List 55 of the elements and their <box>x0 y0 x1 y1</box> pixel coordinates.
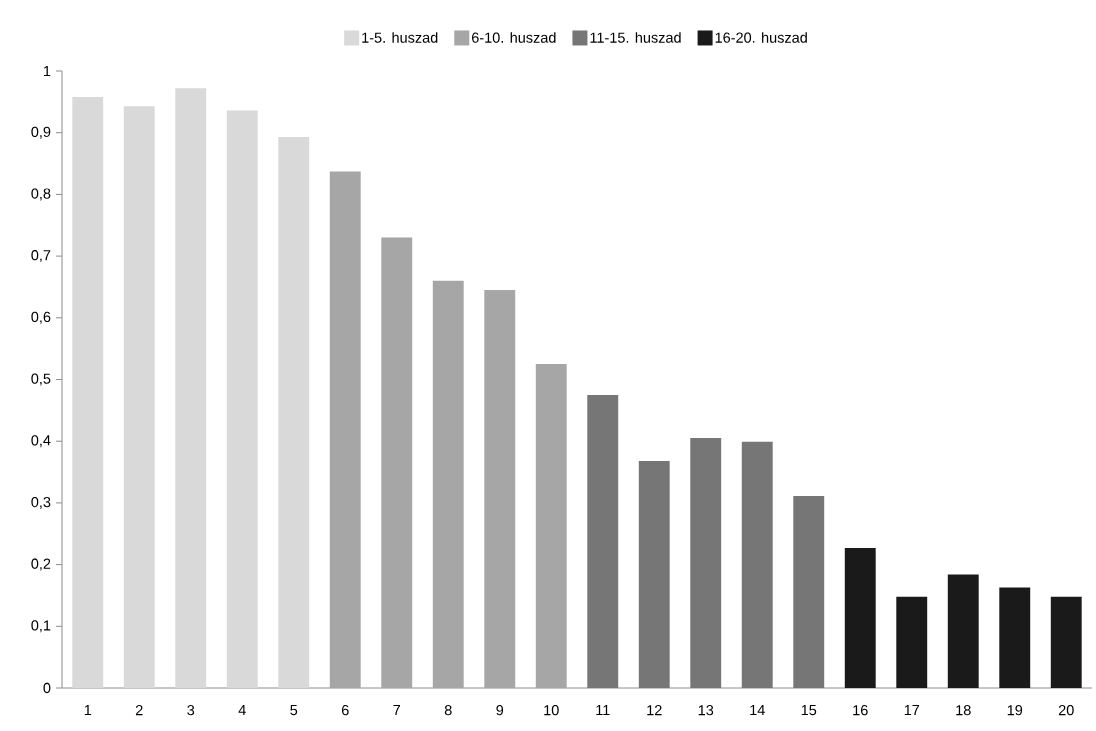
x-tick-label: 11 <box>596 705 610 716</box>
x-tick-label: 8 <box>444 705 452 716</box>
y-tick-label: 0,4 <box>31 435 51 448</box>
bar <box>793 496 825 688</box>
bar <box>175 88 207 688</box>
bar <box>947 574 979 688</box>
y-tick-label: 0 <box>43 682 51 694</box>
legend-label: 16-20. huszad <box>715 32 807 43</box>
bar <box>638 460 670 688</box>
legend-label: 11-15. huszad <box>590 32 681 43</box>
x-tick-label: 3 <box>187 705 195 716</box>
y-tick-label: 0,3 <box>31 496 51 509</box>
bar <box>329 171 361 688</box>
bar <box>844 547 876 688</box>
x-tick-label: 19 <box>1007 705 1023 716</box>
x-tick-label: 14 <box>750 705 765 716</box>
bar <box>278 137 310 688</box>
bar <box>587 394 619 688</box>
bar <box>432 280 464 688</box>
x-tick-label: 17 <box>904 705 920 716</box>
y-tick-label: 0,9 <box>31 126 51 139</box>
x-tick-label: 9 <box>496 705 504 716</box>
legend-label: 1-5. huszad <box>362 32 438 43</box>
x-tick-label: 6 <box>341 705 349 716</box>
x-tick-label: 4 <box>238 705 246 716</box>
x-tick-label: 15 <box>801 705 817 716</box>
x-tick-label: 7 <box>393 705 401 716</box>
x-tick-label: 5 <box>290 705 298 716</box>
legend-label: 6-10. huszad <box>472 32 556 43</box>
x-tick-label: 18 <box>956 705 971 716</box>
bar <box>1050 596 1082 688</box>
y-tick-label: 0,2 <box>31 558 51 571</box>
bar <box>999 587 1031 688</box>
x-tick-label: 16 <box>853 705 868 716</box>
y-tick-label: 0,1 <box>31 620 51 633</box>
bar <box>535 364 567 688</box>
x-tick-label: 20 <box>1058 705 1074 716</box>
y-tick-label: 0,7 <box>31 250 51 263</box>
x-tick-label: 13 <box>698 705 714 716</box>
bar <box>72 96 104 688</box>
bar <box>484 290 516 688</box>
bar <box>896 596 928 688</box>
bar <box>381 237 413 688</box>
bar <box>690 438 722 688</box>
bar <box>226 110 258 688</box>
y-tick-label: 0,8 <box>31 188 51 201</box>
bar <box>741 441 773 688</box>
x-tick-label: 1 <box>84 705 92 716</box>
bar <box>123 106 155 688</box>
y-tick-label: 0,6 <box>31 311 51 324</box>
x-tick-label: 12 <box>647 705 662 716</box>
x-tick-label: 10 <box>544 705 559 716</box>
y-tick-label: 0,5 <box>31 373 51 386</box>
y-tick-label: 1 <box>44 66 51 76</box>
x-tick-label: 2 <box>135 705 143 716</box>
